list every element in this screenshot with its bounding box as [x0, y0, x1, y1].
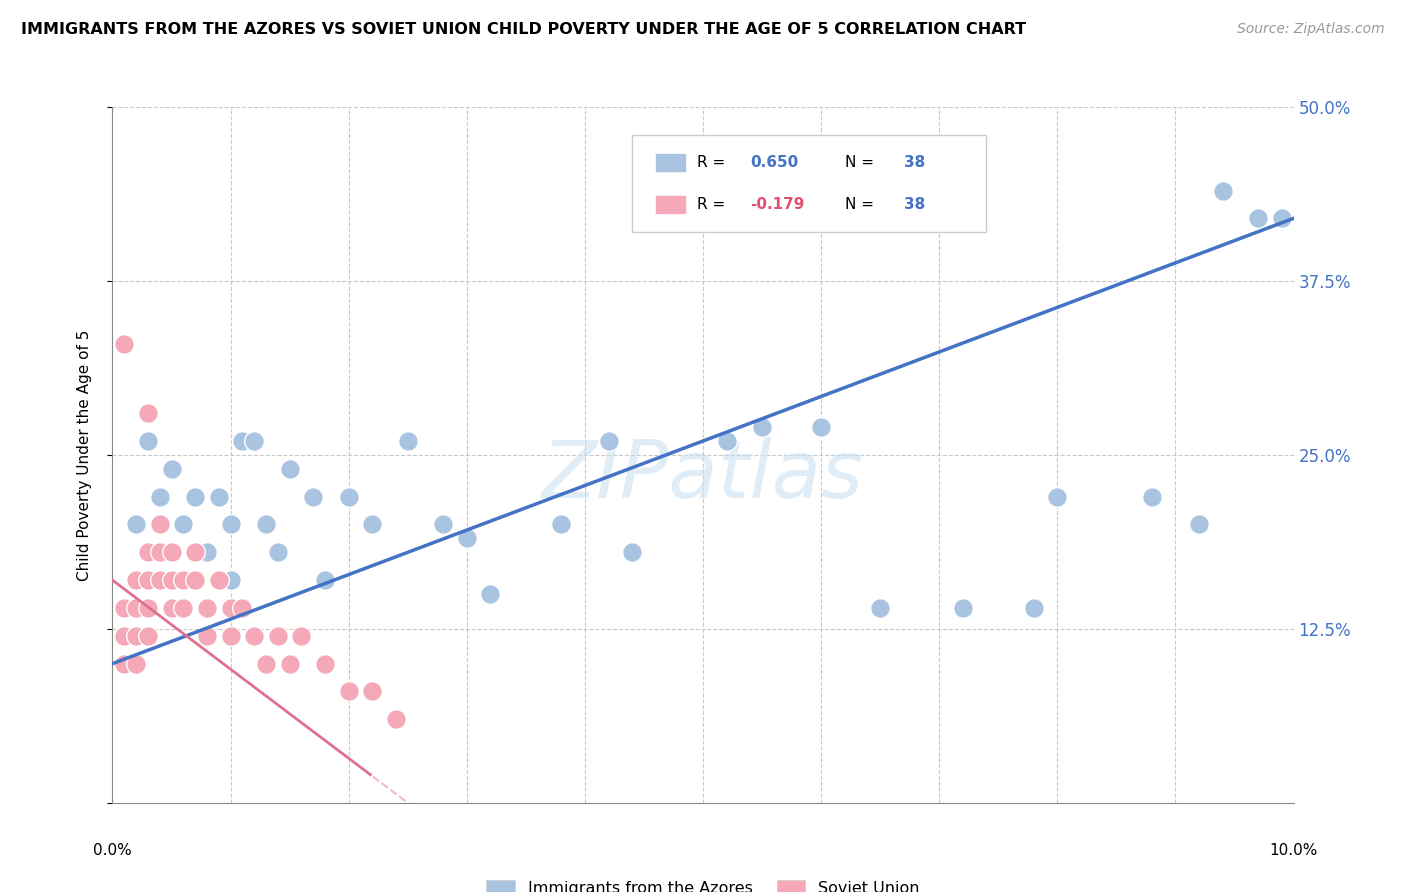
Point [149, 573, 172, 587]
Text: N =: N = [845, 197, 879, 212]
Point [125, 517, 148, 532]
Point [184, 573, 207, 587]
Legend: Immigrants from the Azores, Soviet Union: Immigrants from the Azores, Soviet Union [479, 873, 927, 892]
Text: -0.179: -0.179 [751, 197, 804, 212]
Point [160, 601, 183, 615]
Point [195, 545, 218, 559]
Point [314, 657, 336, 671]
Point [208, 490, 231, 504]
Point [172, 573, 194, 587]
Point [1140, 490, 1163, 504]
Point [432, 517, 454, 532]
Bar [655, 195, 685, 213]
Point [243, 629, 266, 643]
Point [1247, 211, 1270, 226]
Y-axis label: Child Poverty Under the Age of 5: Child Poverty Under the Age of 5 [77, 329, 91, 581]
Point [149, 490, 172, 504]
Point [112, 629, 135, 643]
Point [1271, 211, 1294, 226]
Point [290, 629, 312, 643]
Point [136, 629, 159, 643]
Point [396, 434, 419, 448]
Point [1188, 517, 1211, 532]
Point [125, 601, 148, 615]
Text: 10.0%: 10.0% [1270, 843, 1317, 858]
Text: 38: 38 [904, 197, 925, 212]
Point [160, 573, 183, 587]
Point [125, 573, 148, 587]
Text: 0.650: 0.650 [751, 155, 799, 170]
Point [751, 420, 773, 434]
Point [149, 517, 172, 532]
Text: ZIPatlas: ZIPatlas [541, 437, 865, 515]
Point [337, 684, 360, 698]
Point [278, 462, 301, 476]
Point [810, 420, 832, 434]
Point [254, 517, 277, 532]
Point [184, 545, 207, 559]
Point [219, 573, 242, 587]
Point [195, 601, 218, 615]
Point [598, 434, 620, 448]
Point [172, 601, 194, 615]
Point [254, 657, 277, 671]
Point [1212, 184, 1234, 198]
Point [112, 336, 135, 351]
Point [952, 601, 974, 615]
Text: R =: R = [697, 197, 730, 212]
Point [456, 532, 478, 546]
Point [479, 587, 502, 601]
Point [1046, 490, 1069, 504]
Point [231, 601, 253, 615]
Point [160, 545, 183, 559]
Point [314, 573, 336, 587]
Point [267, 545, 290, 559]
Text: Source: ZipAtlas.com: Source: ZipAtlas.com [1237, 22, 1385, 37]
Point [267, 629, 290, 643]
Point [302, 490, 325, 504]
Point [125, 629, 148, 643]
Point [231, 434, 253, 448]
Text: 38: 38 [904, 155, 925, 170]
Point [195, 629, 218, 643]
FancyBboxPatch shape [633, 135, 987, 232]
Text: 0.0%: 0.0% [93, 843, 132, 858]
Point [716, 434, 738, 448]
Point [136, 545, 159, 559]
Point [361, 684, 384, 698]
Text: N =: N = [845, 155, 879, 170]
Point [149, 545, 172, 559]
Point [112, 601, 135, 615]
Point [243, 434, 266, 448]
Point [136, 434, 159, 448]
Point [219, 517, 242, 532]
Point [136, 601, 159, 615]
Point [385, 712, 408, 726]
Text: IMMIGRANTS FROM THE AZORES VS SOVIET UNION CHILD POVERTY UNDER THE AGE OF 5 CORR: IMMIGRANTS FROM THE AZORES VS SOVIET UNI… [21, 22, 1026, 37]
Point [550, 517, 572, 532]
Point [621, 545, 644, 559]
Point [1022, 601, 1045, 615]
Point [160, 462, 183, 476]
Point [184, 490, 207, 504]
Point [112, 657, 135, 671]
Point [869, 601, 891, 615]
Point [136, 406, 159, 420]
Point [219, 601, 242, 615]
Point [278, 657, 301, 671]
Point [219, 629, 242, 643]
Point [136, 573, 159, 587]
Point [337, 490, 360, 504]
Point [172, 517, 194, 532]
Text: R =: R = [697, 155, 730, 170]
Point [208, 573, 231, 587]
Point [125, 657, 148, 671]
Point [361, 517, 384, 532]
Bar [655, 154, 685, 171]
